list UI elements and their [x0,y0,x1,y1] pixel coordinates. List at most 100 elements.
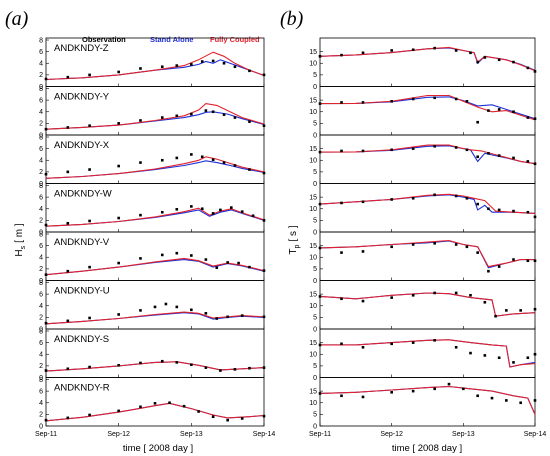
observation-point [262,315,266,319]
y-tick-label: 8 [39,280,43,287]
fully-coupled-line [320,339,536,368]
subplot-b-5: 0 5 10 15 [309,280,537,333]
observation-point [211,59,215,63]
observation-point [88,73,91,77]
y-tick-label: 4 [39,255,43,262]
observation-point [233,65,237,69]
fully-coupled-line [45,257,265,276]
observation-point [139,309,142,312]
y-tick-label: 5 [313,218,317,225]
observation-point [454,49,458,52]
observation-point [153,402,157,405]
observation-point [340,251,343,254]
observation-point [66,367,70,371]
observation-point [88,365,91,369]
y-tick-label: 0 [313,229,317,236]
observation-point [476,394,479,398]
observation-point [318,150,322,154]
subplot-b-7: 0 5 10 15 [309,377,537,430]
observation-point [226,261,229,264]
observation-point [483,300,487,304]
observation-point [204,312,208,315]
observation-point [390,390,393,394]
observation-point [433,145,436,148]
subplot-b-2: 0 5 10 15 [309,134,537,188]
observation-point [411,293,415,297]
observation-point [44,77,48,81]
y-tick-label: 8 [39,37,43,44]
ylabel-a-unit: [ m ] [14,223,25,243]
observation-point [190,308,193,312]
observation-point [248,69,251,73]
observation-point [465,196,469,200]
observation-point [318,54,322,58]
observation-point [469,293,472,297]
observation-point [211,158,215,161]
ylabel-b-sub: p [294,244,301,248]
observation-point [117,409,120,413]
observation-point [262,366,266,369]
observation-point [476,60,479,64]
y-axis-label-a: Hs [ m ] [14,223,27,256]
observation-point [390,198,393,201]
stand-alone-line [45,209,265,227]
observation-point [88,168,91,171]
observation-point [175,64,179,67]
y-tick-label: 0 [39,278,43,285]
x-tick-label: Sep-12 [107,431,130,438]
observation-point [497,356,501,360]
observation-point [262,124,266,127]
y-tick-label: 15 [309,49,317,56]
x-tick-label: Sep-12 [380,431,403,438]
observation-point [190,112,193,116]
observation-point [139,161,142,164]
observation-point [219,208,222,212]
observation-point [88,124,91,127]
observation-point [490,396,494,400]
fully-coupled-line [319,144,536,165]
ylabel-a-sub: s [20,245,27,249]
observation-point [222,113,226,116]
y-tick-label: 0 [39,84,43,91]
observation-point [139,67,142,70]
fully-coupled-line [319,193,536,214]
observation-point [533,307,537,311]
y-tick-label: 2 [39,169,43,176]
observation-point [190,205,193,208]
y-tick-label: 15 [309,388,317,395]
y-tick-label: 4 [39,303,43,310]
observation-point [476,155,479,159]
observation-point [44,273,48,276]
observation-point [361,395,365,399]
legend: Observation Stand Alone Fully Coupled [82,35,260,44]
observation-point [340,53,343,57]
observation-point [340,394,343,398]
observation-point [411,147,415,150]
observation-point [390,49,393,52]
fully-coupled-line [45,156,265,179]
observation-point [487,109,490,112]
observation-point [361,250,365,253]
observation-point [248,168,251,171]
y-tick-label: 2 [39,121,43,128]
y-tick-label: 8 [39,231,43,238]
legend-fully-coupled: Fully Coupled [210,35,260,44]
observation-point [222,161,226,164]
x-tick-label: Sep-11 [309,431,331,438]
y-tick-label: 5 [313,412,317,419]
observation-point [519,309,522,312]
y-tick-label: 2 [39,363,43,370]
observation-point [88,316,91,320]
observation-point [240,417,244,420]
observation-point [411,243,415,246]
svg-text:Tp[ s ]: Tp [ s ] [288,225,301,254]
subplot-frame [319,134,536,184]
subplot-frame [319,328,536,378]
x-tick-label: Sep-14 [253,431,276,438]
observation-point [175,361,179,364]
observation-point [483,354,487,357]
observation-point [433,96,436,100]
observation-point [433,46,436,50]
observation-point [160,359,164,363]
observation-point [248,265,251,269]
